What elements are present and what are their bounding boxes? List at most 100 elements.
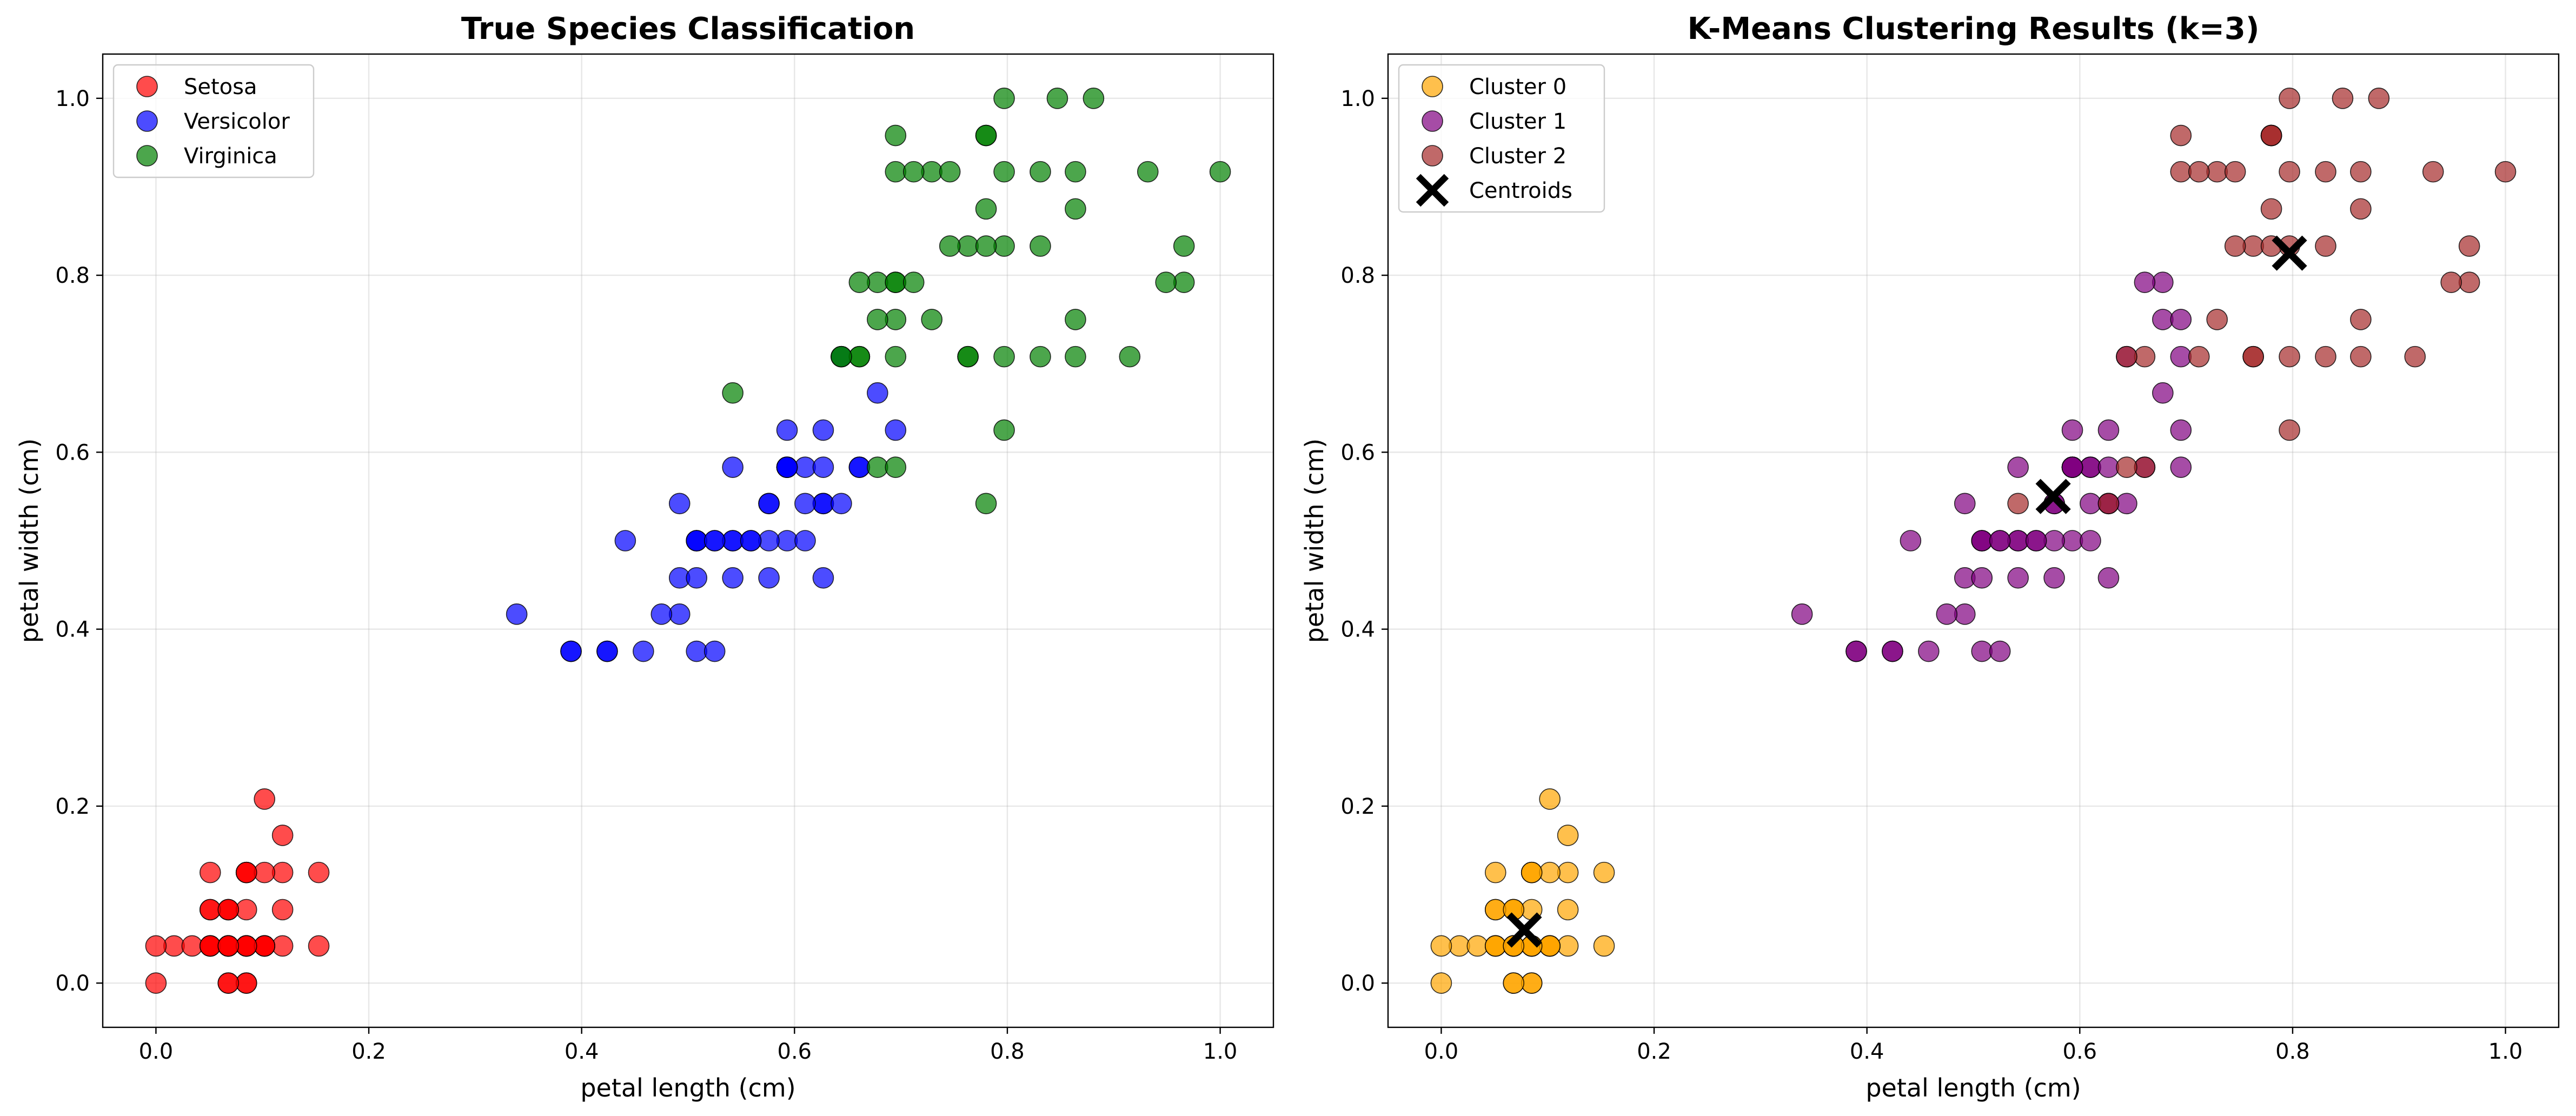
chart-title: K-Means Clustering Results (k=3) (1688, 11, 2260, 46)
legend-marker (1422, 76, 1443, 97)
data-point (2025, 530, 2047, 552)
data-point (686, 567, 708, 589)
data-point (794, 456, 816, 478)
data-point (1065, 198, 1086, 220)
data-point (1882, 640, 1903, 662)
data-point (1521, 861, 1543, 883)
legend-label: Cluster 1 (1469, 109, 1566, 134)
data-point (2134, 456, 2156, 478)
data-point (867, 382, 888, 404)
data-point (867, 309, 888, 330)
data-point (812, 493, 834, 515)
data-point (921, 309, 943, 330)
y-tick-label: 0.2 (1340, 794, 1375, 819)
data-point (1918, 640, 1940, 662)
data-point (217, 899, 240, 921)
centroid-marker (2035, 479, 2071, 514)
data-point (993, 161, 1015, 183)
data-point (2170, 456, 2192, 478)
data-point (560, 640, 582, 662)
data-point (1030, 161, 1051, 183)
data-point (1065, 346, 1086, 368)
x-axis-label: petal length (cm) (580, 1073, 795, 1102)
x-tick-label: 0.0 (139, 1039, 174, 1064)
data-point (2494, 161, 2517, 183)
series-cluster-0 (1430, 788, 1615, 994)
centroid-marker (1506, 912, 1542, 948)
data-point (1503, 972, 1525, 994)
data-point (957, 235, 979, 257)
data-point (2404, 346, 2426, 368)
data-point (2061, 456, 2083, 478)
data-point (2007, 567, 2029, 589)
data-point (1173, 271, 1195, 293)
data-point (848, 456, 871, 478)
data-point (1521, 972, 1543, 994)
chart-panel-1: 0.0 0.0 0.2 0.2 0.4 0.4 0.6 0.6 0.8 0.8 1.0 1.0 K-Me… (1300, 11, 2560, 1102)
data-point (2279, 346, 2300, 368)
y-tick-label: 0.2 (55, 794, 90, 819)
data-point (1557, 899, 1579, 921)
data-point (2080, 456, 2101, 478)
data-point (1593, 935, 1615, 957)
data-point (2170, 161, 2192, 183)
data-point (975, 235, 997, 257)
data-point (885, 346, 907, 368)
y-tick-label: 0.0 (1340, 971, 1375, 996)
data-point (633, 640, 654, 662)
data-point (885, 161, 907, 183)
legend: Cluster 0 Cluster 1 Cluster 2 Centroids (1398, 64, 1605, 213)
data-point (686, 640, 708, 662)
y-tick-label: 0.8 (55, 263, 90, 288)
x-tick-label: 0.0 (1424, 1039, 1459, 1064)
data-point (254, 861, 275, 883)
data-point (2097, 567, 2120, 589)
x-tick-label: 0.4 (565, 1039, 599, 1064)
data-point (2116, 346, 2137, 368)
y-tick-label: 1.0 (1340, 87, 1375, 111)
data-point (1791, 603, 1813, 625)
y-tick-label: 0.0 (55, 971, 90, 996)
data-point (199, 861, 221, 883)
data-point (758, 493, 780, 515)
x-tick-label: 0.2 (351, 1039, 386, 1064)
series-cluster-2 (2007, 88, 2517, 515)
data-point (1046, 88, 1068, 109)
data-point (1503, 935, 1525, 957)
data-point (722, 567, 743, 589)
data-point (235, 935, 257, 957)
data-point (2116, 456, 2137, 478)
y-tick-label: 0.6 (1340, 440, 1375, 465)
x-tick-label: 1.0 (1203, 1039, 1238, 1064)
data-point (1484, 935, 1506, 957)
x-tick-label: 0.6 (778, 1039, 812, 1064)
data-point (1989, 530, 2011, 552)
data-point (1173, 235, 1195, 257)
data-point (2350, 161, 2372, 183)
data-point (2061, 419, 2083, 441)
x-tick-label: 0.6 (2063, 1039, 2097, 1064)
legend-label: Centroids (1469, 178, 1572, 203)
data-point (1449, 935, 1470, 957)
data-point (1557, 825, 1579, 846)
data-point (2116, 493, 2137, 515)
data-point (1155, 271, 1177, 293)
data-point (2458, 271, 2480, 293)
data-point (2458, 235, 2480, 257)
data-point (2170, 346, 2192, 368)
x-tick-label: 0.8 (990, 1039, 1025, 1064)
data-point (975, 493, 997, 515)
y-tick-label: 0.6 (55, 440, 90, 465)
data-point (1430, 972, 1452, 994)
data-point (722, 530, 743, 552)
data-point (2043, 530, 2065, 552)
data-point (1083, 88, 1105, 109)
data-point (217, 935, 240, 957)
legend-label: Cluster 2 (1469, 144, 1566, 169)
data-point (993, 88, 1015, 109)
data-point (254, 788, 275, 810)
data-point (848, 346, 871, 368)
data-point (2188, 161, 2210, 183)
legend-marker (136, 110, 158, 132)
data-point (2170, 419, 2192, 441)
